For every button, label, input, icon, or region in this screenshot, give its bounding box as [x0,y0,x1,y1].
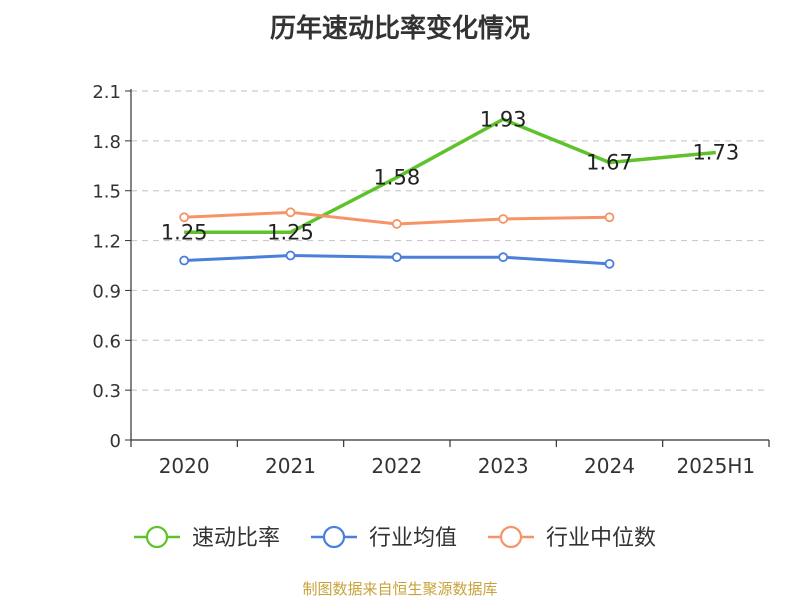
data-label: 1.73 [692,140,739,164]
legend-label: 速动比率 [192,526,280,551]
series-lines [179,117,716,269]
data-point [179,212,190,223]
data-point [604,212,615,223]
legend-label: 行业均值 [369,526,457,551]
data-point [285,207,296,218]
y-tick-label: 0.6 [92,331,121,352]
legend: 速动比率 行业均值 行业中位数 [134,525,656,551]
data-point [179,255,190,266]
x-tick-label: 2022 [371,454,422,478]
x-tick-label: 2025H1 [676,454,755,478]
data-labels: 1.25 1.25 1.58 1.93 1.67 1.73 [161,107,739,244]
x-tick-labels: 2020 2021 2022 2023 2024 2025H1 [159,454,755,478]
y-tick-label: 0 [110,431,121,452]
series-line [184,117,716,235]
legend-marker [145,525,169,549]
data-point [498,214,509,224]
data-point [604,258,615,269]
data-label: 1.67 [586,150,633,174]
data-point [391,219,402,229]
y-tick-labels: 0 0.3 0.6 0.9 1.2 1.5 1.8 2.1 [92,82,121,452]
x-tick-label: 2024 [584,454,635,478]
y-tick-label: 0.9 [92,281,121,302]
data-source-note: 制图数据来自恒生聚源数据库 [302,580,498,598]
data-label: 1.58 [373,165,420,189]
axes [125,89,770,447]
legend-marker [499,525,523,549]
data-point [391,252,402,263]
x-tick-label: 2021 [265,454,316,478]
y-tick-label: 1.2 [92,232,121,253]
y-tick-label: 2.1 [92,82,121,103]
y-tick-label: 1.8 [92,132,121,153]
chart-title: 历年速动比率变化情况 [269,14,530,44]
y-tick-label: 1.5 [92,182,121,203]
data-label: 1.25 [267,220,314,244]
x-tick-label: 2020 [159,454,210,478]
gridlines [131,90,769,391]
data-point [285,250,296,261]
x-tick-label: 2023 [478,454,529,478]
data-label: 1.93 [480,107,527,131]
data-point [498,252,509,263]
y-tick-label: 0.3 [92,381,121,402]
legend-label: 行业中位数 [546,526,656,551]
legend-marker [322,525,346,549]
data-label: 1.25 [161,220,208,244]
